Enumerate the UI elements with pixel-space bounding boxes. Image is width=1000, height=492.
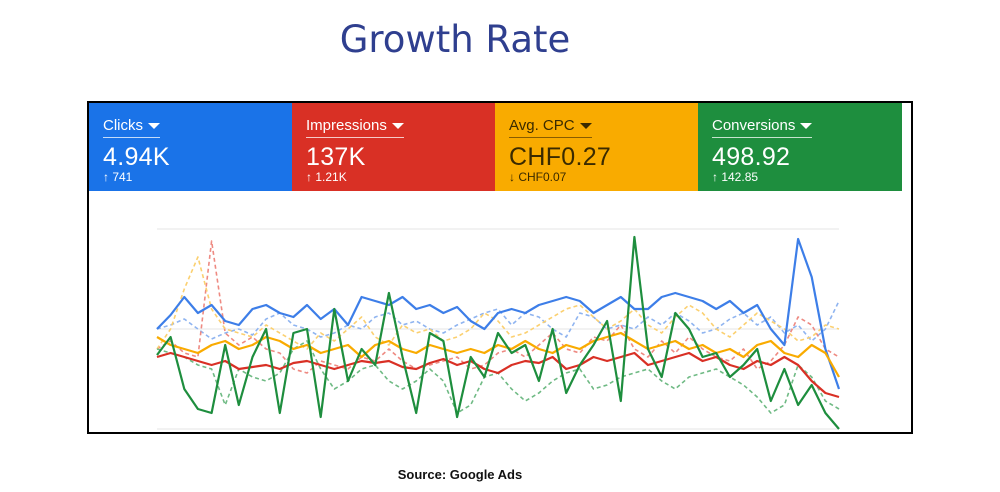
metric-label[interactable]: Avg. CPC <box>509 117 592 138</box>
metric-change: ↑ 1.21K <box>306 170 347 184</box>
metric-label[interactable]: Conversions <box>712 117 813 138</box>
line-chart <box>156 228 841 430</box>
series-line-conversions-current[interactable] <box>156 235 840 430</box>
chart-grid <box>157 228 839 430</box>
metric-value: CHF0.27 <box>509 143 612 171</box>
series-line-avg-cpc-current[interactable] <box>156 331 840 378</box>
metric-card-avg-cpc[interactable]: Avg. CPC CHF0.27 ↓ CHF0.07 <box>495 103 698 191</box>
series-line-clicks-current[interactable] <box>156 237 841 390</box>
series-line-avg-cpc-previous[interactable] <box>156 256 840 350</box>
metric-change: ↓ CHF0.07 <box>509 170 567 184</box>
metric-value: 498.92 <box>712 143 791 171</box>
metric-card-conversions[interactable]: Conversions 498.92 ↑ 142.85 <box>698 103 902 191</box>
metric-label[interactable]: Clicks <box>103 117 160 138</box>
metric-value: 137K <box>306 143 366 171</box>
slide-title: Growth Rate <box>339 18 571 61</box>
metric-card-clicks[interactable]: Clicks 4.94K ↑ 741 <box>89 103 292 191</box>
metric-card-impressions[interactable]: Impressions 137K ↑ 1.21K <box>292 103 495 191</box>
caret-down-icon[interactable] <box>391 123 404 130</box>
source-caption: Source: Google Ads <box>397 467 523 482</box>
metric-change: ↑ 741 <box>103 170 133 184</box>
metric-label[interactable]: Impressions <box>306 117 404 138</box>
chart-series <box>156 235 841 430</box>
metric-change: ↑ 142.85 <box>712 170 759 184</box>
caret-down-icon[interactable] <box>800 123 813 130</box>
series-line-impressions-current[interactable] <box>156 351 840 399</box>
caret-down-icon[interactable] <box>148 123 160 130</box>
dashboard-frame: Clicks 4.94K ↑ 741 Impressions 137K ↑ 1.… <box>87 101 913 434</box>
metric-cards: Clicks 4.94K ↑ 741 Impressions 137K ↑ 1.… <box>89 103 902 191</box>
series-line-impressions-previous[interactable] <box>156 240 840 374</box>
caret-down-icon[interactable] <box>579 123 592 130</box>
metric-value: 4.94K <box>103 143 170 171</box>
